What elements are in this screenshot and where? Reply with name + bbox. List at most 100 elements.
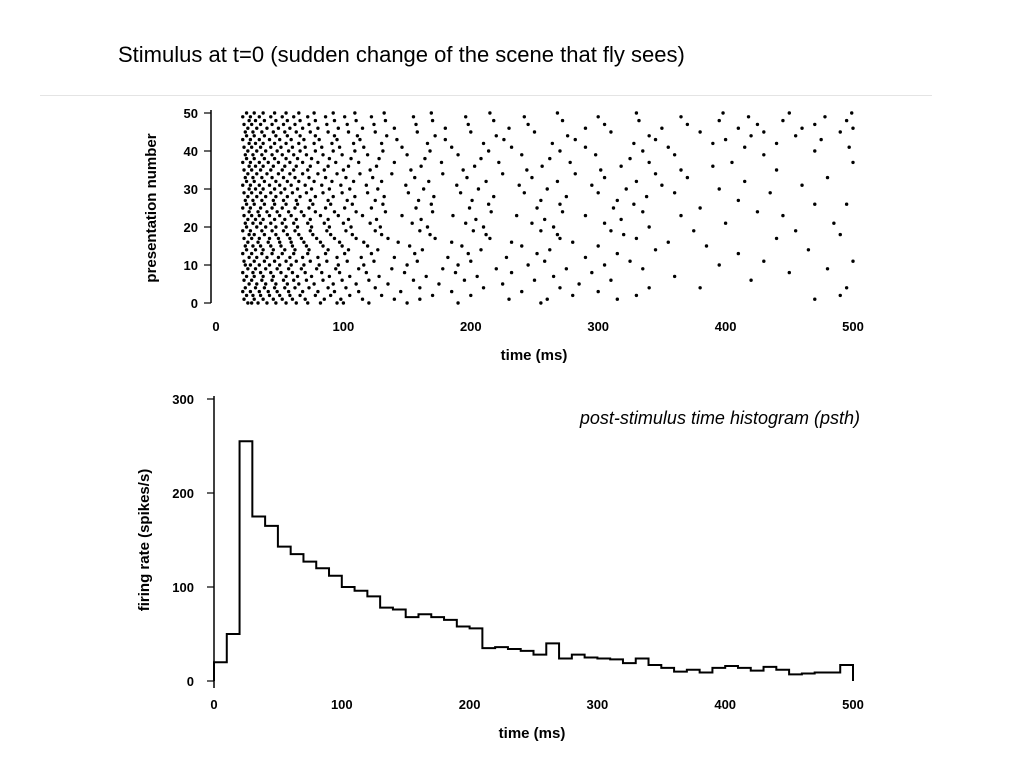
spike-dot — [271, 198, 276, 203]
spike-dot — [590, 183, 594, 187]
spike-dot — [294, 301, 298, 305]
spike-dot — [306, 168, 310, 172]
spike-dot — [253, 118, 258, 123]
spike-dot — [246, 172, 250, 176]
spike-dot — [252, 297, 256, 301]
spike-dot — [251, 293, 255, 298]
spike-dot — [522, 191, 527, 195]
spike-dot — [321, 278, 325, 282]
spike-dot — [289, 137, 293, 142]
spike-dot — [383, 210, 388, 214]
spike-dot — [428, 232, 432, 237]
spike-dot — [847, 145, 851, 149]
spike-dot — [464, 115, 468, 119]
spike-dot — [335, 172, 339, 176]
spike-dot — [242, 236, 246, 241]
raster-x-tick-label: 400 — [715, 319, 737, 334]
spike-dot — [666, 145, 670, 149]
spike-dot — [252, 111, 256, 115]
spike-dot — [322, 221, 326, 225]
spike-dot — [281, 229, 286, 233]
spike-dot — [564, 194, 569, 199]
spike-dot — [279, 191, 283, 195]
spike-dot — [299, 267, 304, 271]
spike-dot — [300, 172, 305, 176]
spike-dot — [411, 115, 416, 119]
spike-dot — [263, 149, 268, 153]
spike-dot — [813, 202, 817, 206]
spike-dot — [297, 232, 301, 237]
spike-dot — [560, 210, 565, 214]
spike-dot — [289, 213, 293, 218]
spike-dot — [261, 111, 265, 115]
spike-dot — [851, 160, 855, 165]
spike-dot — [278, 213, 282, 218]
spike-dot — [290, 270, 295, 275]
spike-dot — [278, 137, 282, 142]
spike-dot — [844, 118, 849, 123]
spike-dot — [774, 168, 779, 172]
spike-dot — [494, 267, 498, 271]
spike-dot — [362, 145, 366, 149]
spike-dot — [248, 183, 253, 187]
spike-dot — [270, 278, 274, 282]
psth-y-axis-label: firing rate (spikes/s) — [136, 469, 153, 612]
spike-dot — [271, 164, 276, 168]
spike-dot — [318, 301, 323, 305]
spike-dot — [316, 172, 320, 176]
spike-dot — [272, 286, 277, 290]
spike-dot — [386, 236, 390, 241]
spike-dot — [383, 118, 388, 123]
spike-dot — [414, 122, 418, 127]
spike-dot — [602, 221, 607, 225]
spike-dot — [307, 286, 311, 290]
spike-dot — [297, 141, 301, 146]
spike-dot — [628, 259, 632, 263]
spike-dot — [344, 175, 348, 180]
spike-dot — [430, 118, 435, 123]
spike-dot — [611, 206, 616, 210]
spike-dot — [293, 286, 297, 290]
spike-dot — [746, 115, 751, 119]
spike-dot — [514, 213, 519, 218]
spike-dot — [257, 289, 262, 294]
spike-dot — [289, 263, 293, 267]
spike-dot — [373, 198, 377, 203]
spike-dot — [494, 134, 498, 138]
spike-dot — [309, 156, 314, 161]
spike-dot — [253, 187, 258, 191]
spike-dot — [365, 244, 370, 248]
spike-dot — [345, 122, 349, 127]
spike-dot — [258, 221, 263, 225]
spike-dot — [249, 122, 254, 127]
spike-dot — [331, 111, 335, 115]
spike-dot — [698, 130, 702, 134]
spike-dot — [261, 217, 265, 222]
spike-dot — [462, 278, 467, 282]
spike-dot — [432, 194, 436, 199]
spike-dot — [267, 236, 272, 241]
spike-dot — [255, 282, 259, 286]
spike-dot — [367, 301, 371, 305]
spike-dot — [241, 229, 245, 233]
spike-dot — [781, 118, 785, 123]
spike-dot — [252, 232, 256, 237]
spike-dot — [555, 232, 560, 237]
spike-dot — [281, 175, 286, 180]
spike-dot — [241, 160, 245, 165]
spike-dot — [392, 126, 397, 130]
spike-dot — [313, 149, 318, 153]
spike-dot — [414, 206, 418, 210]
spike-dot — [280, 168, 284, 172]
spike-dot — [288, 293, 292, 298]
spike-dot — [326, 164, 330, 168]
spike-dot — [641, 149, 645, 153]
spike-dot — [255, 126, 259, 130]
spike-dot — [255, 172, 259, 176]
spike-dot — [647, 286, 651, 290]
spike-dot — [484, 232, 488, 237]
spike-dot — [660, 183, 664, 187]
psth-histogram-line — [213, 440, 854, 681]
spike-dot — [558, 286, 562, 290]
